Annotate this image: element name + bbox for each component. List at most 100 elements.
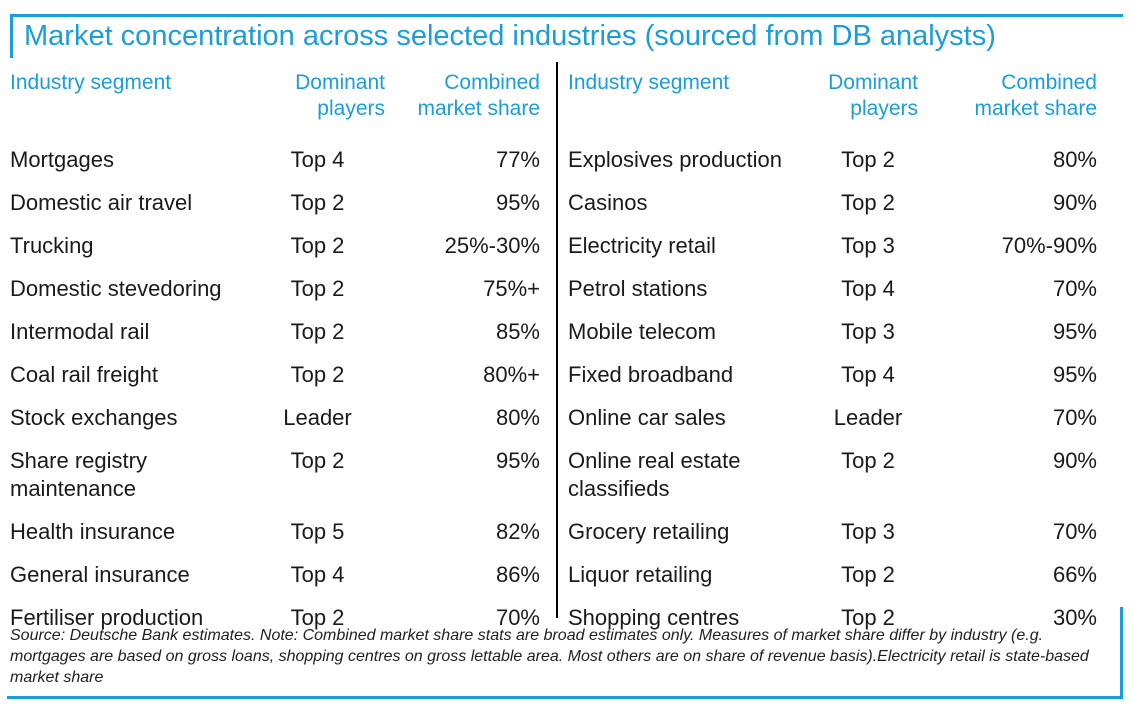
cell-share: 95% [1052, 319, 1097, 344]
cell-share: 75%+ [483, 276, 540, 301]
table-row: Domestic stevedoring Top 2 75%+ [10, 269, 540, 312]
table-header-left: Industry segment Dominant players Combin… [10, 66, 540, 140]
cell-players: Top 3 [841, 233, 895, 258]
cell-share: 80% [1052, 147, 1097, 172]
cell-industry: Mobile telecom [568, 319, 716, 344]
cell-share: 85% [495, 319, 540, 344]
cell-players: Top 4 [290, 562, 345, 587]
cell-players: Top 5 [290, 519, 345, 544]
cell-share: 90% [1052, 448, 1097, 473]
cell-players: Leader [833, 405, 903, 430]
cell-players: Top 2 [290, 276, 345, 301]
table-row: Mobile telecom Top 3 95% [568, 312, 1097, 355]
figure-title-text: Market concentration across selected ind… [24, 19, 996, 52]
market-share-table-left: Industry segment Dominant players Combin… [10, 66, 540, 641]
cell-industry: Electricity retail [568, 233, 716, 258]
cell-players: Top 2 [841, 605, 895, 630]
cell-players: Top 2 [290, 190, 345, 215]
table-row: Mortgages Top 4 77% [10, 140, 540, 183]
table-row: Stock exchanges Leader 80% [10, 398, 540, 441]
table-row: Fixed broadband Top 4 95% [568, 355, 1097, 398]
cell-share: 95% [495, 190, 540, 215]
cell-share: 70%-90% [1001, 233, 1097, 258]
column-header-industry: Industry segment [568, 71, 730, 94]
cell-industry: Shopping centres [568, 605, 740, 630]
cell-players: Top 2 [841, 448, 895, 473]
panel-divider-line [556, 62, 558, 618]
cell-industry: Domestic air travel [10, 190, 193, 215]
table-row: Online real estate classifieds Top 2 90% [568, 441, 1097, 512]
cell-industry: Stock exchanges [10, 405, 178, 430]
column-header-industry: Industry segment [10, 71, 172, 94]
cell-players: Top 4 [841, 276, 895, 301]
cell-players: Top 4 [290, 147, 345, 172]
table-body-right: Explosives production Top 2 80% Casinos Top … [568, 140, 1097, 641]
cell-share: 70% [495, 605, 540, 630]
cell-share: 77% [495, 147, 540, 172]
cell-industry: Liquor retailing [568, 562, 713, 587]
cell-industry: Fixed broadband [568, 362, 734, 387]
cell-share: 82% [495, 519, 540, 544]
column-header-players: Dominant players [828, 71, 918, 120]
cell-share: 30% [1052, 605, 1097, 630]
table-header-right: Industry segment Dominant players Combin… [568, 66, 1097, 140]
cell-industry: Explosives production [568, 147, 783, 172]
table-row: General insurance Top 4 86% [10, 555, 540, 598]
cell-industry: Share registry maintenance [10, 448, 147, 501]
cell-share: 70% [1052, 276, 1097, 301]
header-row: Industry segment Dominant players Combin… [10, 66, 540, 140]
column-header-share: Combined market share [974, 71, 1097, 120]
cell-industry: Petrol stations [568, 276, 708, 301]
cell-share: 86% [495, 562, 540, 587]
bottom-border-line [7, 696, 1123, 699]
source-note: Source: Deutsche Bank estimates. Note: C… [10, 627, 1089, 686]
table-row: Shopping centres Top 2 30% [568, 598, 1097, 641]
cell-share: 80% [495, 405, 540, 430]
table-row: Explosives production Top 2 80% [568, 140, 1097, 183]
table-row: Domestic air travel Top 2 95% [10, 183, 540, 226]
cell-industry: Domestic stevedoring [10, 276, 222, 301]
table-row: Trucking Top 2 25%-30% [10, 226, 540, 269]
cell-industry: Coal rail freight [10, 362, 158, 387]
table-row: Intermodal rail Top 2 85% [10, 312, 540, 355]
cell-players: Top 2 [841, 190, 895, 215]
table-row: Coal rail freight Top 2 80%+ [10, 355, 540, 398]
cell-industry: Grocery retailing [568, 519, 730, 544]
column-header-players: Dominant players [295, 71, 385, 120]
cell-players: Top 2 [290, 362, 345, 387]
cell-share: 95% [495, 448, 540, 473]
cell-industry: Online real estate classifieds [568, 448, 741, 501]
cell-players: Top 3 [841, 519, 895, 544]
column-header-share: Combined market share [417, 71, 540, 120]
cell-industry: Online car sales [568, 405, 726, 430]
table-row: Fertiliser production Top 2 70% [10, 598, 540, 641]
table-row: Health insurance Top 5 82% [10, 512, 540, 555]
table-row: Share registry maintenance Top 2 95% [10, 441, 540, 512]
cell-share: 80%+ [483, 362, 540, 387]
cell-share: 70% [1052, 405, 1097, 430]
cell-players: Top 2 [290, 233, 345, 258]
cell-players: Top 2 [841, 562, 895, 587]
table-row: Liquor retailing Top 2 66% [568, 555, 1097, 598]
table-body-left: Mortgages Top 4 77% Domestic air travel Top … [10, 140, 540, 641]
table-row: Grocery retailing Top 3 70% [568, 512, 1097, 555]
table-row: Petrol stations Top 4 70% [568, 269, 1097, 312]
figure-title: Market concentration across selected ind… [10, 14, 996, 58]
table-row: Electricity retail Top 3 70%-90% [568, 226, 1097, 269]
cell-share: 70% [1052, 519, 1097, 544]
cell-share: 66% [1052, 562, 1097, 587]
cell-industry: Casinos [568, 190, 648, 215]
market-share-table-right: Industry segment Dominant players Combin… [568, 66, 1097, 641]
cell-players: Top 4 [841, 362, 895, 387]
cell-share: 25%-30% [444, 233, 540, 258]
table-row: Casinos Top 2 90% [568, 183, 1097, 226]
cell-industry: Trucking [10, 233, 94, 258]
cell-players: Top 2 [290, 448, 345, 473]
cell-share: 90% [1052, 190, 1097, 215]
table-row: Online car sales Leader 70% [568, 398, 1097, 441]
cell-industry: Mortgages [10, 147, 114, 172]
cell-players: Top 2 [290, 605, 345, 630]
cell-industry: General insurance [10, 562, 190, 587]
cell-industry: Health insurance [10, 519, 176, 544]
